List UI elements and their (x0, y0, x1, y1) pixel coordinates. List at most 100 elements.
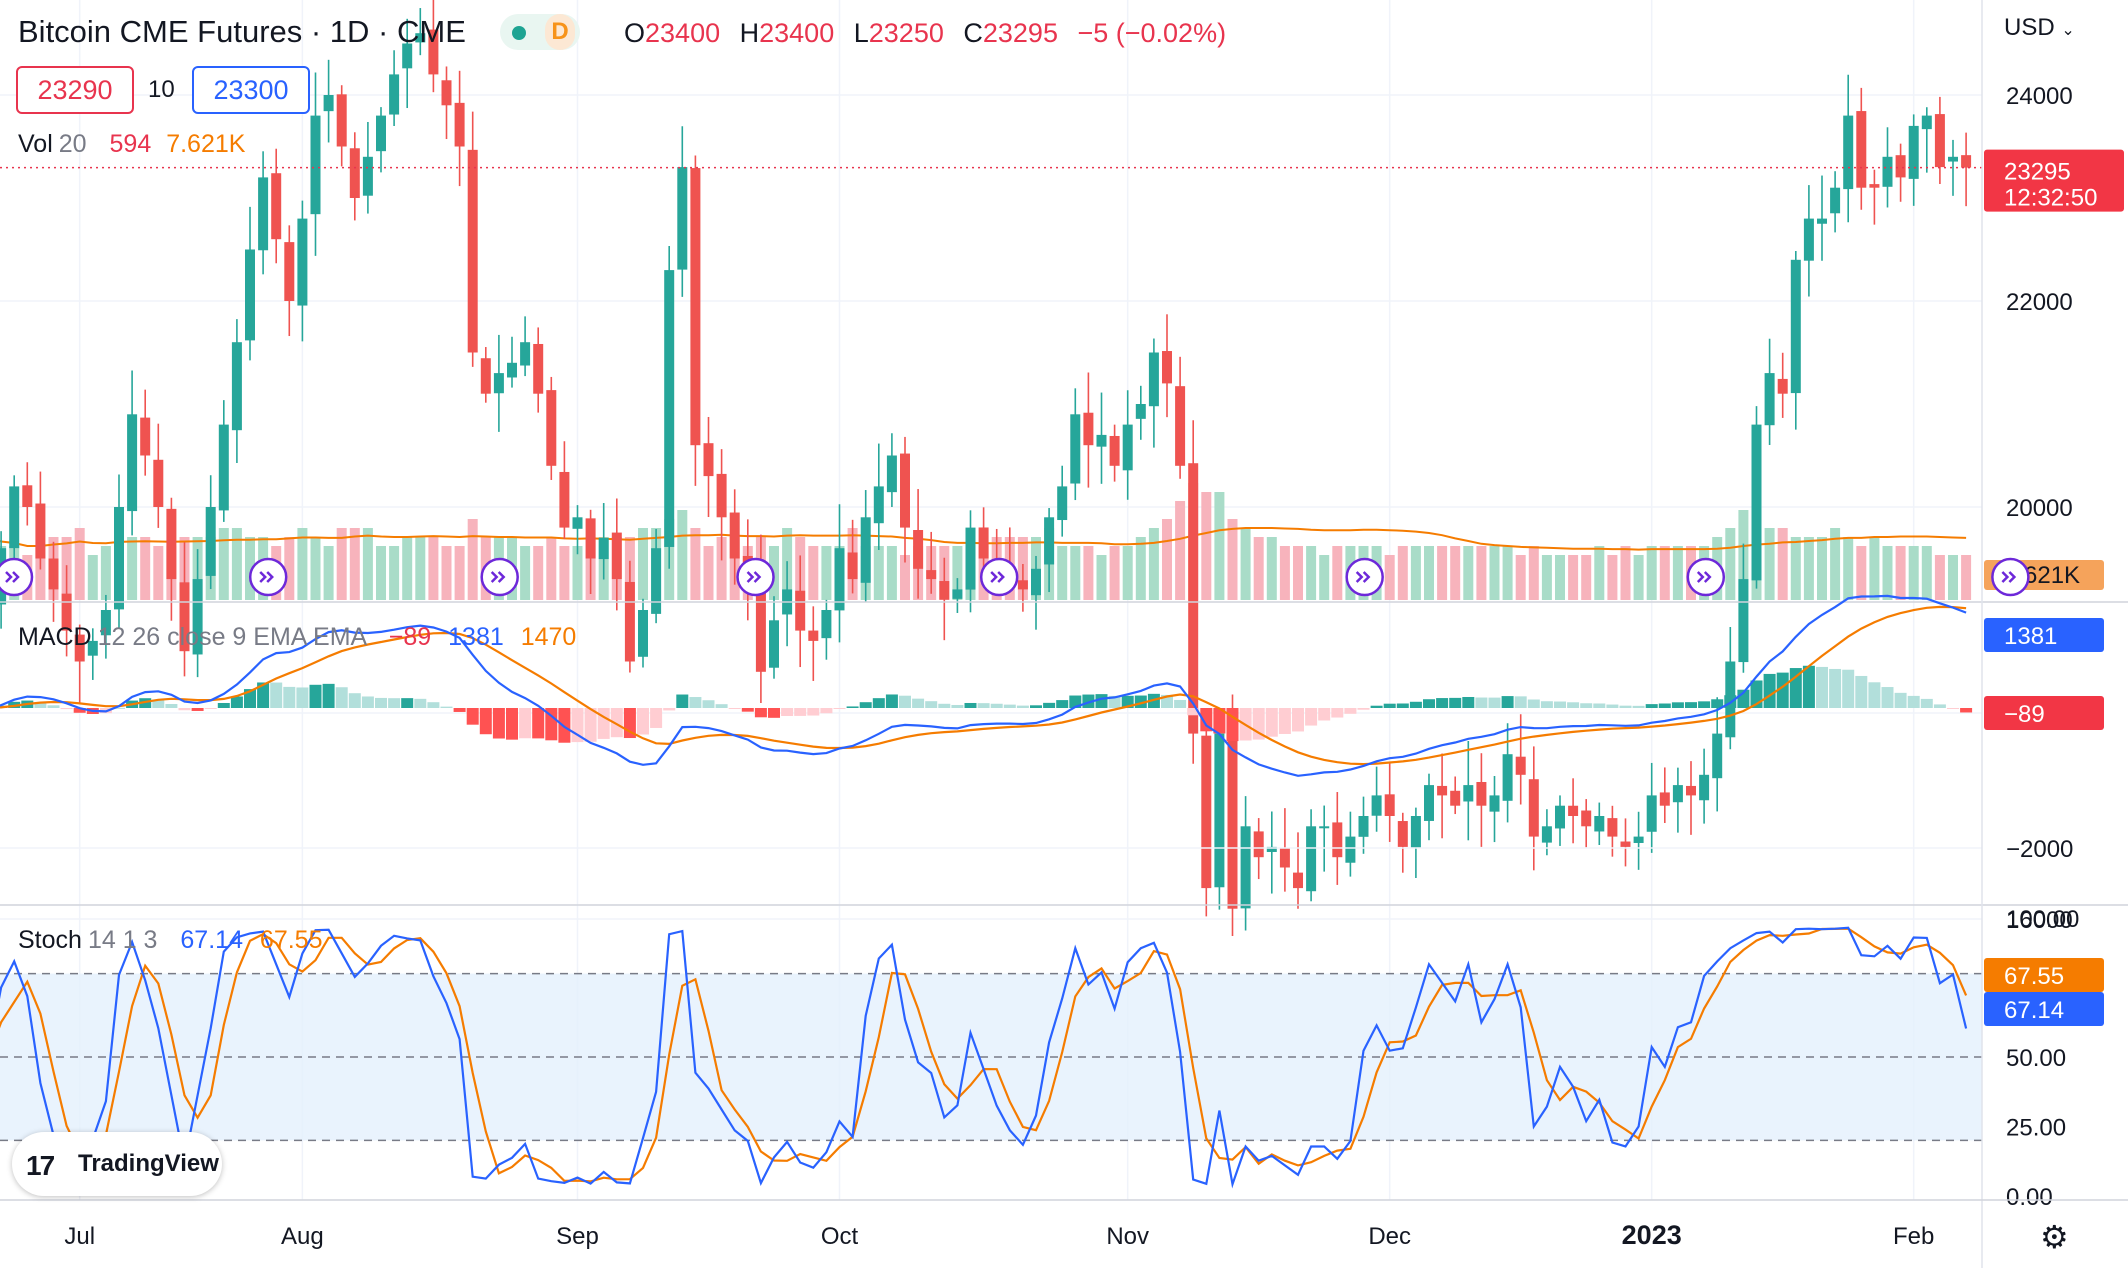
candle-body (1646, 795, 1657, 832)
candle-body (1869, 184, 1880, 188)
volume-bar (376, 546, 386, 600)
candle-body (87, 640, 98, 656)
volume-bar (1253, 537, 1264, 600)
candle-body (939, 581, 950, 600)
candle-body (1895, 155, 1906, 178)
macd-histogram-bar (375, 697, 387, 708)
time-axis-label: Oct (821, 1223, 859, 1250)
macd-histogram-bar (637, 708, 649, 735)
candle-body (1882, 156, 1893, 187)
candle-body (1227, 729, 1238, 909)
volume-bar (1424, 546, 1434, 600)
macd-histogram-bar (977, 703, 990, 708)
time-axis-label: Nov (1106, 1223, 1149, 1250)
macd-histogram-bar (440, 706, 453, 708)
buy-price-button[interactable]: 23300 (192, 66, 310, 114)
macd-histogram-bar (1685, 702, 1697, 708)
candle-body (1397, 821, 1408, 847)
macd-histogram-bar (715, 704, 728, 708)
volume-bar (1293, 546, 1303, 600)
candle-body (598, 537, 609, 560)
candle-body (179, 582, 190, 652)
volume-bar (1502, 546, 1513, 600)
candle-body (1502, 754, 1513, 801)
volume-bar (677, 510, 688, 600)
volume-value: 594 (109, 130, 152, 158)
volume-bar (546, 537, 557, 600)
volume-ma-line (0, 527, 1967, 551)
candle-body (205, 507, 216, 576)
volume-bar (467, 519, 478, 600)
macd-histogram-bar (401, 698, 414, 708)
tradingview-badge[interactable]: 17 TradingView (12, 1132, 222, 1196)
macd-histogram-bar (1383, 703, 1396, 708)
volume-bar (1410, 546, 1421, 600)
stoch-axis-label: 50.00 (2006, 1045, 2066, 1072)
macd-histogram-bar (1108, 695, 1121, 708)
macd-hist-tag-label: −89 (2004, 701, 2045, 728)
spread-value: 10 (148, 76, 175, 103)
volume-bar (245, 537, 255, 600)
volume-bar (1319, 555, 1330, 600)
volume-bar (415, 537, 426, 600)
candle-body (624, 581, 635, 662)
volume-bar (1659, 546, 1670, 600)
macd-histogram-bar (558, 708, 571, 743)
volume-name: Vol (18, 130, 53, 158)
volume-bar (1227, 519, 1238, 600)
volume-bar (1581, 555, 1592, 600)
price-axis-label: 20000 (2006, 495, 2073, 522)
macd-legend[interactable]: MACD 12 26 close 9 EMA EMA −89 1381 1470 (18, 623, 576, 652)
stoch-k-value: 67.14 (180, 926, 243, 954)
delayed-badge[interactable]: D (545, 14, 575, 50)
candle-body (61, 593, 72, 631)
volume-bar (638, 528, 648, 600)
candle-body (323, 95, 334, 112)
volume-length: 20 (58, 130, 87, 158)
macd-histogram-bar (348, 693, 361, 708)
rollover-event-icon (0, 557, 34, 597)
macd-histogram-bar (1501, 696, 1514, 708)
macd-histogram-bar (1580, 703, 1593, 708)
rollover-arrow-icon (5, 571, 20, 583)
macd-histogram-bar (283, 686, 296, 708)
close-label: C (963, 18, 983, 48)
currency-label: USD (2004, 14, 2055, 41)
candle-body (1148, 352, 1159, 407)
macd-histogram-bar (1016, 705, 1029, 708)
time-axis-label: Jul (64, 1223, 95, 1250)
macd-histogram-bar (1331, 708, 1344, 718)
macd-histogram-bar (1200, 708, 1213, 732)
candle-body (1541, 826, 1552, 843)
macd-histogram-bar (506, 708, 518, 740)
candle-body (886, 455, 897, 493)
macd-histogram-bar (1462, 696, 1475, 708)
volume-bar (1057, 546, 1068, 600)
macd-line-tag-label: 1381 (2004, 623, 2057, 650)
macd-histogram-bar (1396, 703, 1409, 708)
macd-histogram-bar (1475, 697, 1488, 708)
sell-price-button[interactable]: 23290 (16, 66, 134, 114)
gear-icon[interactable]: ⚙ (2040, 1219, 2069, 1255)
candle-body (1738, 579, 1749, 663)
macd-histogram-bar (1711, 699, 1724, 708)
candle-body (310, 115, 321, 215)
candle-body (1830, 187, 1841, 214)
volume-bar (35, 546, 46, 600)
candle-body (1777, 378, 1788, 394)
macd-histogram-bar (899, 695, 911, 708)
stoch-legend[interactable]: Stoch 14 1 3 67.14 67.55 (18, 926, 322, 955)
currency-selector[interactable]: USD ⌄ (2004, 14, 2075, 42)
candle-body (1044, 517, 1055, 565)
macd-histogram-bar (270, 682, 283, 708)
candle-body (1620, 841, 1631, 847)
candle-body (965, 527, 976, 590)
open-value: 23400 (645, 18, 721, 48)
rollover-arrow-icon (1355, 571, 1371, 583)
macd-histogram-bar (1278, 708, 1291, 734)
volume-legend[interactable]: Vol 20 594 7.621K (18, 130, 245, 159)
volume-bar (1607, 555, 1618, 600)
macd-histogram-bar (1265, 708, 1278, 737)
macd-histogram-bar (1370, 705, 1383, 708)
